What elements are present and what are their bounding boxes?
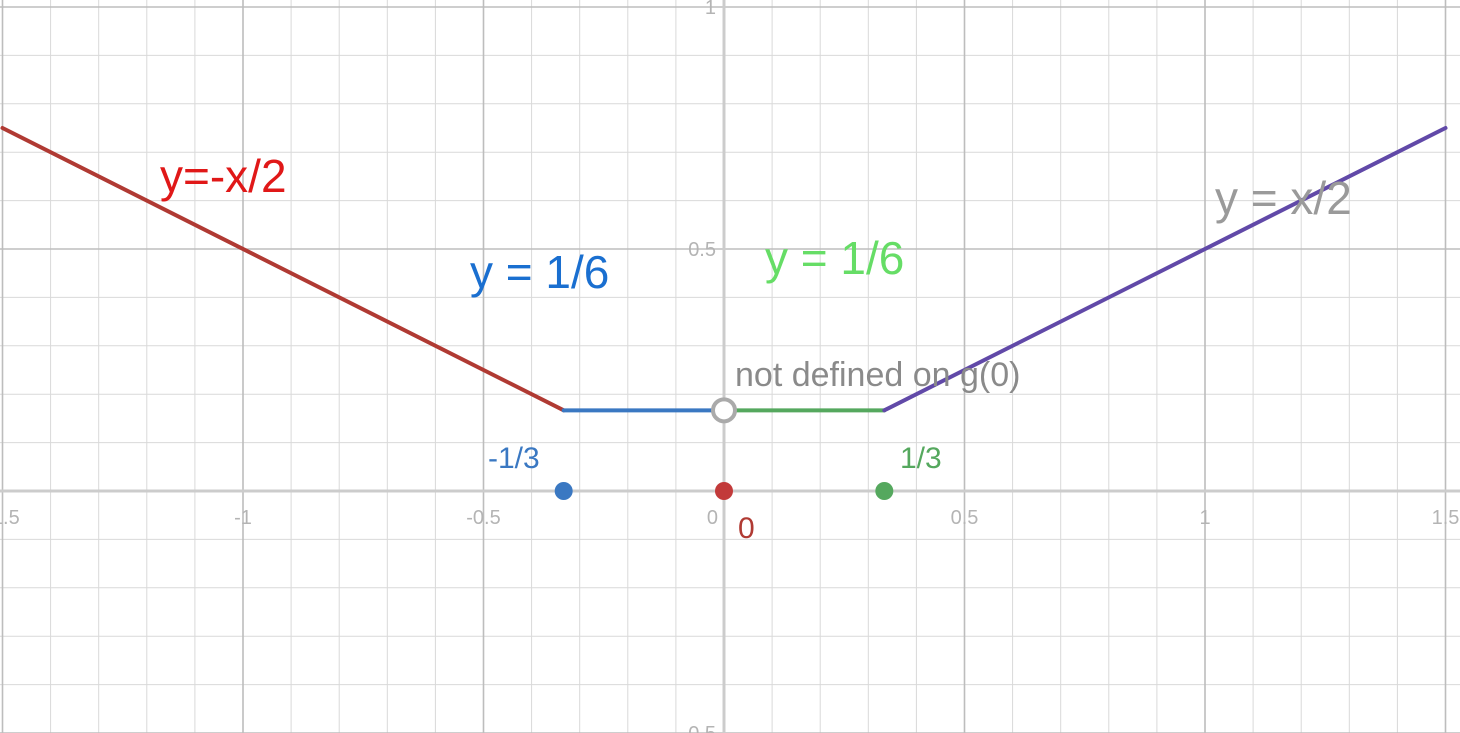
annotation-neg-half-x: y=-x/2 xyxy=(160,150,287,202)
x-tick-label: -0.5 xyxy=(466,507,500,529)
x-tick-label: -1.5 xyxy=(0,507,20,529)
point-marker xyxy=(715,482,733,500)
point-label-one-third: 1/3 xyxy=(900,442,942,475)
annotation-not-defined: not defined on g(0) xyxy=(735,356,1020,394)
y-tick-label: 0.5 xyxy=(688,239,716,261)
x-tick-label: 1.5 xyxy=(1432,507,1460,529)
point-marker xyxy=(875,482,894,500)
x-tick-label: 0.5 xyxy=(951,507,979,529)
y-tick-label: 1 xyxy=(705,0,716,19)
series-line xyxy=(0,126,566,413)
x-tick-label: 0 xyxy=(707,507,718,529)
point-label-neg-one-third: -1/3 xyxy=(488,442,540,475)
x-tick-label: -1 xyxy=(234,507,252,529)
open-point-marker xyxy=(711,397,737,424)
annotation-half-x: y = x/2 xyxy=(1215,172,1352,224)
series-lines xyxy=(0,126,1448,413)
point-markers xyxy=(554,397,894,500)
annotation-one-sixth-green: y = 1/6 xyxy=(765,232,904,284)
point-marker xyxy=(554,482,573,500)
y-tick-label: -0.5 xyxy=(682,723,716,733)
point-label-zero: 0 xyxy=(738,512,755,545)
series-line xyxy=(882,126,1448,413)
x-tick-label: 1 xyxy=(1199,507,1210,529)
annotation-one-sixth-blue: y = 1/6 xyxy=(470,246,609,298)
